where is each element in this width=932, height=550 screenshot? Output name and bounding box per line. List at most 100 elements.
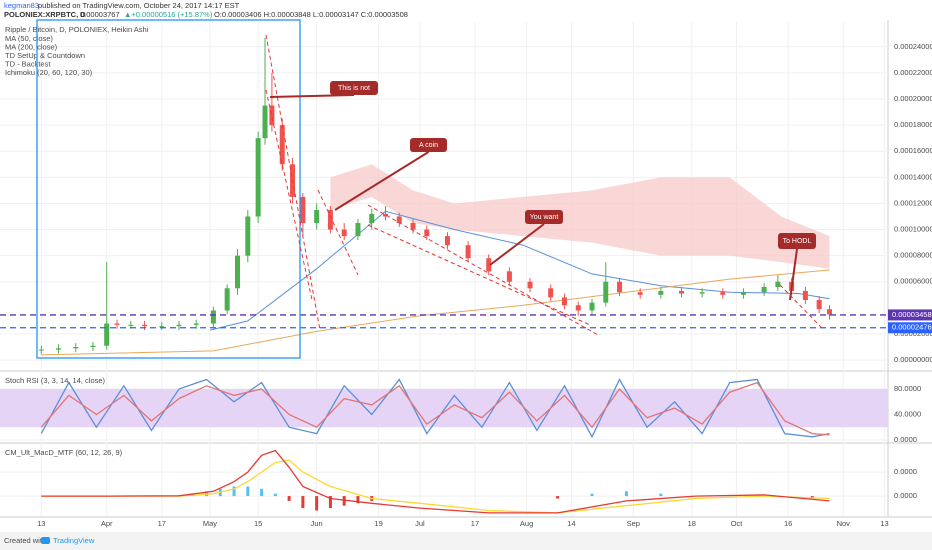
pane-title: Ripple / Bitcoin, D, POLONIEX, Heikin As… — [5, 25, 149, 34]
callout-text: You want — [530, 214, 559, 221]
x-tick-label: 17 — [158, 519, 166, 528]
histogram-bar — [260, 488, 264, 497]
candle-body — [128, 324, 134, 326]
histogram-bar — [624, 491, 628, 497]
candle-body — [548, 288, 554, 298]
series-line — [209, 210, 830, 331]
candle-body — [73, 347, 79, 349]
y-tick-label: 0.00006000 — [894, 277, 932, 286]
candle-body — [255, 138, 261, 217]
candle-body — [802, 290, 808, 301]
candle-body — [38, 349, 44, 351]
candle-body — [424, 229, 430, 237]
candle-body — [826, 309, 832, 315]
x-tick-label: 14 — [567, 519, 575, 528]
callout-text: This is not — [338, 85, 370, 92]
x-tick-label: Nov — [837, 519, 851, 528]
y-tick-label: 0.00008000 — [894, 251, 932, 260]
footer-bar — [0, 532, 932, 550]
price-label-bg — [888, 322, 932, 334]
candle-body — [355, 223, 361, 237]
candle-body — [617, 281, 623, 293]
y-tick-label: 0.0000 — [894, 491, 917, 500]
histogram-bar — [590, 493, 594, 497]
ichimoku-cloud — [330, 164, 830, 269]
y-tick-label: 0.00010000 — [894, 225, 932, 234]
histogram-bar — [315, 496, 319, 511]
candle-body — [210, 310, 216, 324]
histogram-bar — [301, 496, 305, 509]
candle-body — [56, 348, 62, 350]
x-tick-label: 18 — [688, 519, 696, 528]
candle-body — [142, 324, 148, 327]
callout-pointer — [334, 151, 430, 211]
histogram-bar — [328, 496, 332, 509]
histogram-bar — [342, 496, 346, 506]
callout-pointer — [789, 248, 798, 301]
y-tick-label: 0.00022000 — [894, 68, 932, 77]
footer-brand[interactable]: TradingView — [53, 536, 95, 545]
candle-body — [658, 290, 664, 295]
y-tick-label: 0.00000000 — [894, 355, 932, 364]
pane-title: CM_Ult_MacD_MTF (60, 12, 26, 9) — [5, 448, 123, 457]
series-line — [41, 269, 830, 356]
price-label: 0.00002476 — [892, 323, 932, 332]
x-tick-label: 15 — [254, 519, 262, 528]
series-line — [41, 449, 830, 514]
series-line — [41, 459, 830, 514]
candle-body — [816, 300, 822, 310]
candle-body — [720, 292, 726, 295]
candle-body — [775, 281, 781, 287]
callout-pointer — [269, 94, 355, 98]
y-tick-label: 0.00012000 — [894, 198, 932, 207]
y-tick-label: 0.00016000 — [894, 146, 932, 155]
y-tick-label: 0.00014000 — [894, 172, 932, 181]
x-tick-label: Oct — [731, 519, 744, 528]
plot: 13 Apr 17 May 15 Jun 19 Jul 17 Aug 14 Sep 18 Oct 16 Nov… — [0, 22, 932, 528]
annotations: This is not A coin You want To HODL — [269, 81, 816, 301]
candle-body — [740, 292, 746, 295]
legend-entry: MA (200, close) — [5, 42, 58, 51]
y-tick-label: 0.0000 — [894, 467, 917, 476]
candle-body — [234, 255, 240, 289]
x-tick-label: Apr — [101, 519, 113, 528]
callout-box — [525, 210, 563, 224]
callout-text: To HODL — [783, 238, 812, 245]
legend-entry: TD - Backtest — [5, 59, 51, 68]
y-tick-label: 40.0000 — [894, 409, 921, 418]
callout-text: A coin — [419, 142, 438, 149]
band — [0, 389, 888, 428]
candle-body — [104, 323, 110, 346]
histogram-bar — [273, 493, 277, 497]
candle-body — [300, 196, 306, 224]
legend-entry: MA (50, close) — [5, 34, 53, 43]
candle-body — [410, 223, 416, 230]
logo-icon — [41, 537, 50, 544]
author[interactable]: kegman83 — [4, 1, 39, 10]
x-tick-label: 19 — [374, 519, 382, 528]
candle-body — [369, 213, 375, 224]
callout-pointer — [489, 223, 545, 266]
last-price: 0.00003767 — [80, 10, 120, 19]
candle-body — [90, 345, 96, 348]
candle-body — [269, 105, 275, 126]
x-tick-label: Jul — [415, 519, 425, 528]
callout-box — [330, 81, 378, 95]
candle-body — [262, 105, 268, 139]
candle-body — [575, 305, 581, 311]
candle-body — [561, 297, 567, 306]
candle-body — [327, 209, 333, 230]
x-tick-label: 16 — [784, 519, 792, 528]
x-tick-label: Aug — [520, 519, 533, 528]
trend-lines — [265, 34, 823, 336]
candle-body — [176, 324, 182, 327]
candle-body — [589, 302, 595, 311]
y-tick-label: 0.00002000 — [894, 329, 932, 338]
histogram-bar — [659, 493, 663, 497]
candle-body — [637, 292, 643, 295]
candle-body — [193, 323, 199, 325]
candle-body — [527, 281, 533, 289]
candle-body — [699, 292, 705, 294]
candle-body — [224, 288, 230, 311]
